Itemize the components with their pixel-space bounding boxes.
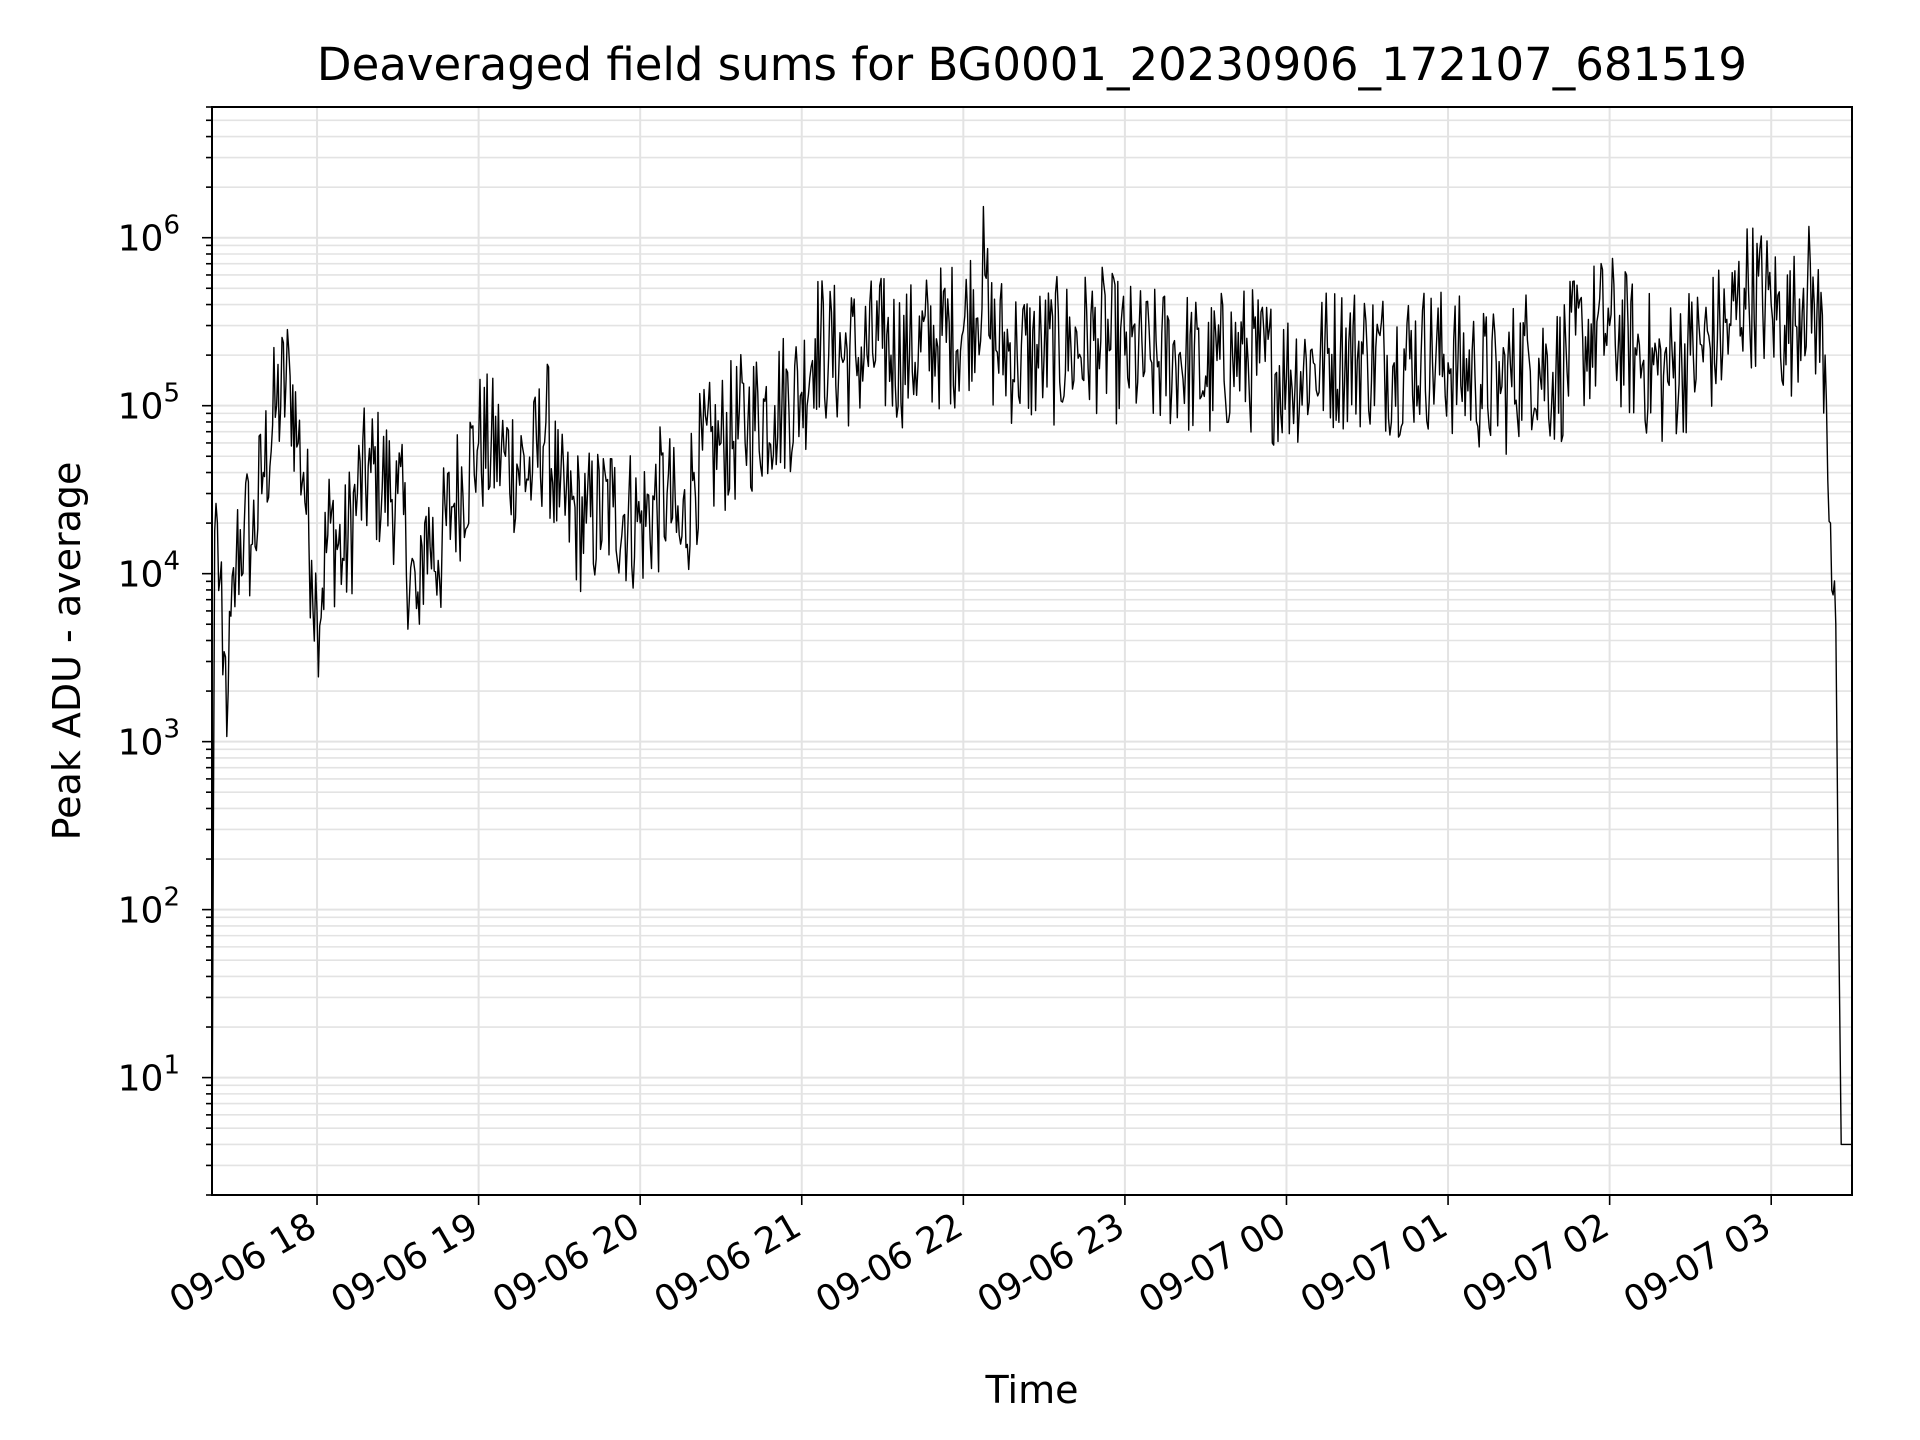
y-tick-label: 103 (118, 715, 180, 764)
y-tick-label: 105 (118, 379, 180, 428)
x-axis-label: Time (985, 1368, 1079, 1412)
series-line (211, 205, 1852, 1166)
plot-frame (211, 106, 1853, 1196)
y-tick-label: 101 (118, 1051, 180, 1100)
chart-title: Deaveraged field sums for BG0001_2023090… (317, 38, 1747, 91)
y-tick-label: 102 (118, 883, 180, 932)
y-tick-label: 104 (118, 547, 180, 596)
y-ticks: 101 102 103 104 105 106 (118, 106, 212, 1196)
y-axis-label: Peak ADU - average (45, 462, 89, 841)
grid (212, 106, 1852, 1196)
y-tick-label: 106 (118, 211, 180, 260)
